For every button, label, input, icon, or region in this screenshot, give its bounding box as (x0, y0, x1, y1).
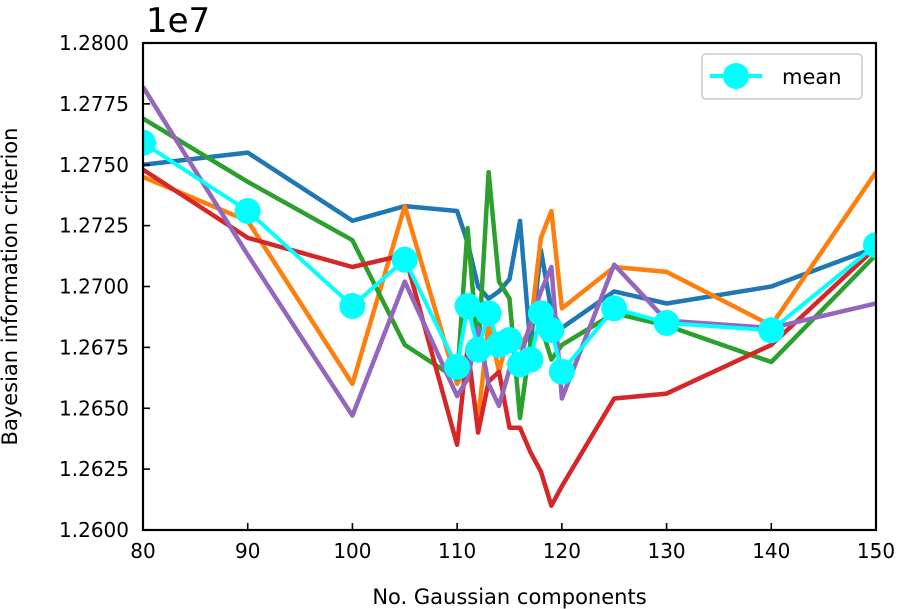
y-tick-label: 1.2625 (59, 457, 129, 481)
x-tick-label: 150 (857, 539, 895, 563)
y-tick-label: 1.2750 (59, 153, 129, 177)
data-point-mean (863, 232, 876, 259)
data-point-mean (454, 293, 481, 319)
x-tick-label: 90 (235, 539, 260, 563)
series-layer (143, 85, 876, 508)
data-point-mean (653, 310, 680, 336)
y-tick-label: 1.2700 (59, 275, 129, 299)
data-point-mean (517, 346, 544, 373)
y-tick-label: 1.2775 (59, 92, 129, 116)
data-point-mean (538, 317, 565, 344)
y-tick-label: 1.2600 (59, 518, 129, 542)
data-point-mean (758, 317, 785, 344)
data-point-mean (496, 327, 523, 354)
data-point-mean (475, 300, 502, 327)
x-tick-label: 140 (752, 539, 790, 563)
legend: mean (701, 53, 863, 100)
y-tick-label: 1.2675 (59, 335, 129, 359)
data-point-mean (601, 295, 628, 322)
y-axis-label: Bayesian information criterion (0, 128, 22, 446)
x-tick-label: 80 (130, 539, 155, 563)
ticks-layer: 80 90 100 110 120 130 140 150 1.2600 1.2625 1.2650… (59, 31, 895, 563)
x-axis-label: No. Gaussian components (372, 585, 646, 609)
x-tick-label: 130 (647, 539, 685, 563)
data-point-mean (444, 353, 471, 380)
legend-label-mean: mean (782, 65, 842, 89)
data-point-mean (465, 336, 492, 363)
y-tick-label: 1.2800 (59, 31, 129, 55)
x-tick-label: 120 (543, 539, 581, 563)
data-point-mean (391, 246, 418, 273)
y-tick-label: 1.2725 (59, 214, 129, 238)
data-point-mean (143, 129, 156, 156)
data-point-mean (548, 358, 575, 385)
x-tick-label: 110 (438, 539, 476, 563)
y-offset-text: 1e7 (146, 1, 210, 41)
data-point-mean (234, 198, 261, 224)
data-point-mean (339, 293, 366, 319)
legend-swatch-marker (723, 63, 749, 89)
x-tick-label: 100 (333, 539, 371, 563)
y-tick-label: 1.2650 (59, 396, 129, 420)
